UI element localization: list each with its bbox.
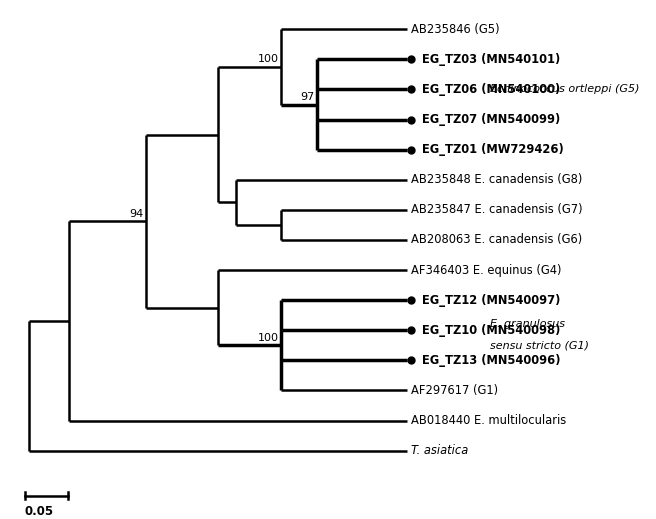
Text: EG_TZ01 (MW729426): EG_TZ01 (MW729426) — [422, 143, 564, 156]
Text: AB018440 E. multilocularis: AB018440 E. multilocularis — [411, 414, 566, 427]
Text: EG_TZ13 (MN540096): EG_TZ13 (MN540096) — [422, 354, 561, 367]
Text: sensu stricto (G1): sensu stricto (G1) — [490, 340, 589, 350]
Text: AB235846 (G5): AB235846 (G5) — [411, 23, 500, 36]
Text: 94: 94 — [129, 209, 144, 218]
Text: T. asiatica: T. asiatica — [411, 444, 468, 457]
Text: EG_TZ07 (MN540099): EG_TZ07 (MN540099) — [422, 113, 561, 126]
Text: E. granulosus: E. granulosus — [490, 319, 565, 329]
Text: AB235847 E. canadensis (G7): AB235847 E. canadensis (G7) — [411, 203, 583, 216]
Text: EG_TZ06 (MN540100): EG_TZ06 (MN540100) — [422, 83, 561, 96]
Text: EG_TZ03 (MN540101): EG_TZ03 (MN540101) — [422, 53, 561, 66]
Text: AF297617 (G1): AF297617 (G1) — [411, 384, 499, 397]
Text: AB235848 E. canadensis (G8): AB235848 E. canadensis (G8) — [411, 173, 583, 186]
Text: Echinococcus ortleppi (G5): Echinococcus ortleppi (G5) — [490, 85, 640, 94]
Text: EG_TZ12 (MN540097): EG_TZ12 (MN540097) — [422, 294, 561, 307]
Text: 97: 97 — [300, 92, 314, 102]
Text: 0.05: 0.05 — [24, 505, 54, 518]
Text: AF346403 E. equinus (G4): AF346403 E. equinus (G4) — [411, 264, 562, 277]
Text: 100: 100 — [258, 333, 279, 343]
Text: AB208063 E. canadensis (G6): AB208063 E. canadensis (G6) — [411, 234, 583, 247]
Text: EG_TZ10 (MN540098): EG_TZ10 (MN540098) — [422, 324, 561, 337]
Text: 100: 100 — [258, 54, 279, 64]
